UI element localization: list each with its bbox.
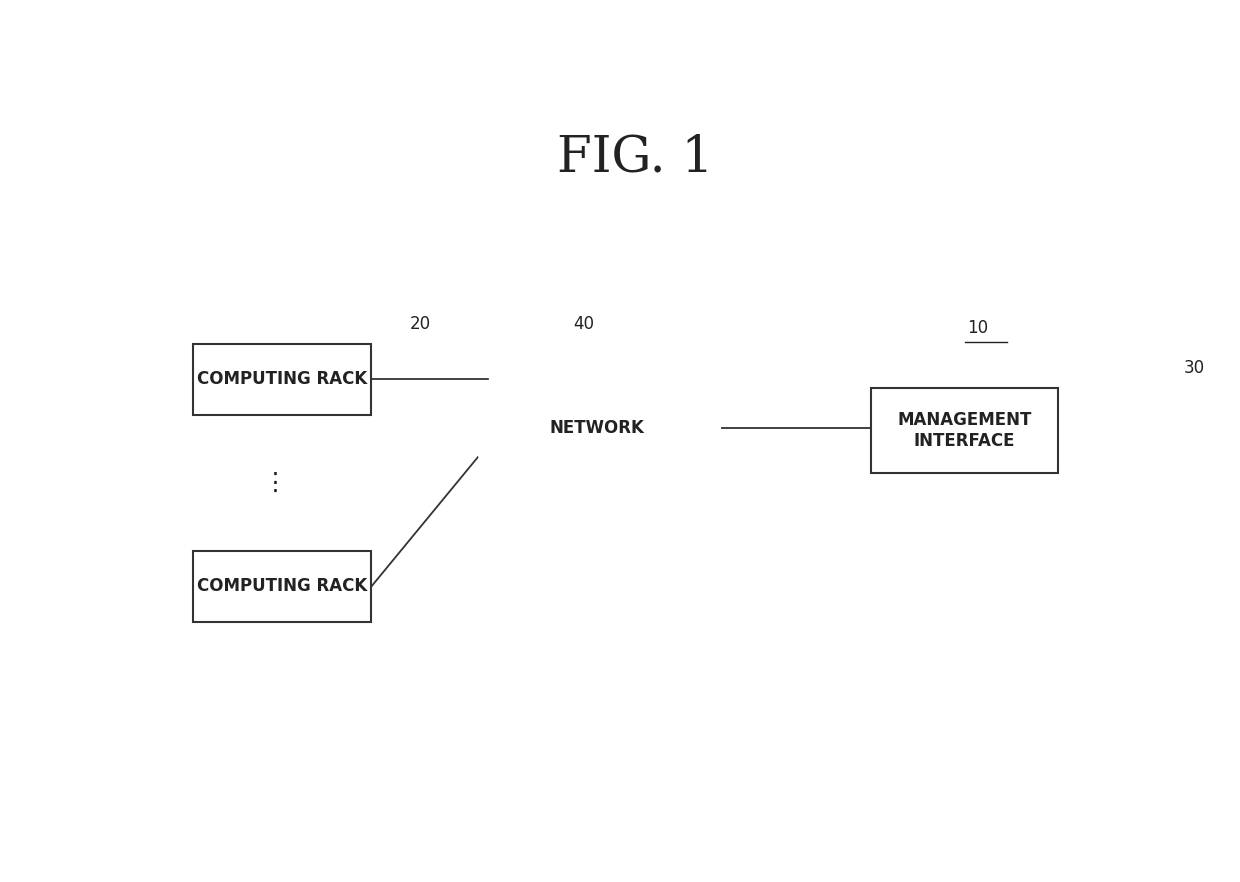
- Text: 30: 30: [1183, 360, 1204, 377]
- Ellipse shape: [584, 338, 644, 396]
- Ellipse shape: [635, 448, 676, 489]
- Text: FIG. 1: FIG. 1: [557, 133, 714, 183]
- Text: 10: 10: [967, 318, 988, 337]
- Ellipse shape: [620, 357, 670, 407]
- Ellipse shape: [610, 460, 653, 504]
- FancyBboxPatch shape: [193, 343, 371, 415]
- Text: COMPUTING RACK: COMPUTING RACK: [197, 370, 367, 388]
- Ellipse shape: [556, 465, 599, 508]
- Text: 40: 40: [573, 316, 594, 333]
- Text: ⋮: ⋮: [263, 471, 288, 495]
- Ellipse shape: [583, 467, 626, 510]
- Ellipse shape: [525, 356, 574, 406]
- Ellipse shape: [642, 396, 692, 445]
- Text: NETWORK: NETWORK: [549, 420, 645, 437]
- Text: 20: 20: [409, 316, 430, 333]
- Ellipse shape: [528, 454, 572, 497]
- Ellipse shape: [472, 328, 720, 528]
- FancyBboxPatch shape: [193, 550, 371, 622]
- Text: MANAGEMENT
INTERFACE: MANAGEMENT INTERFACE: [898, 411, 1032, 450]
- Text: COMPUTING RACK: COMPUTING RACK: [197, 578, 367, 595]
- Ellipse shape: [506, 396, 556, 445]
- Ellipse shape: [551, 338, 610, 396]
- FancyBboxPatch shape: [870, 388, 1058, 473]
